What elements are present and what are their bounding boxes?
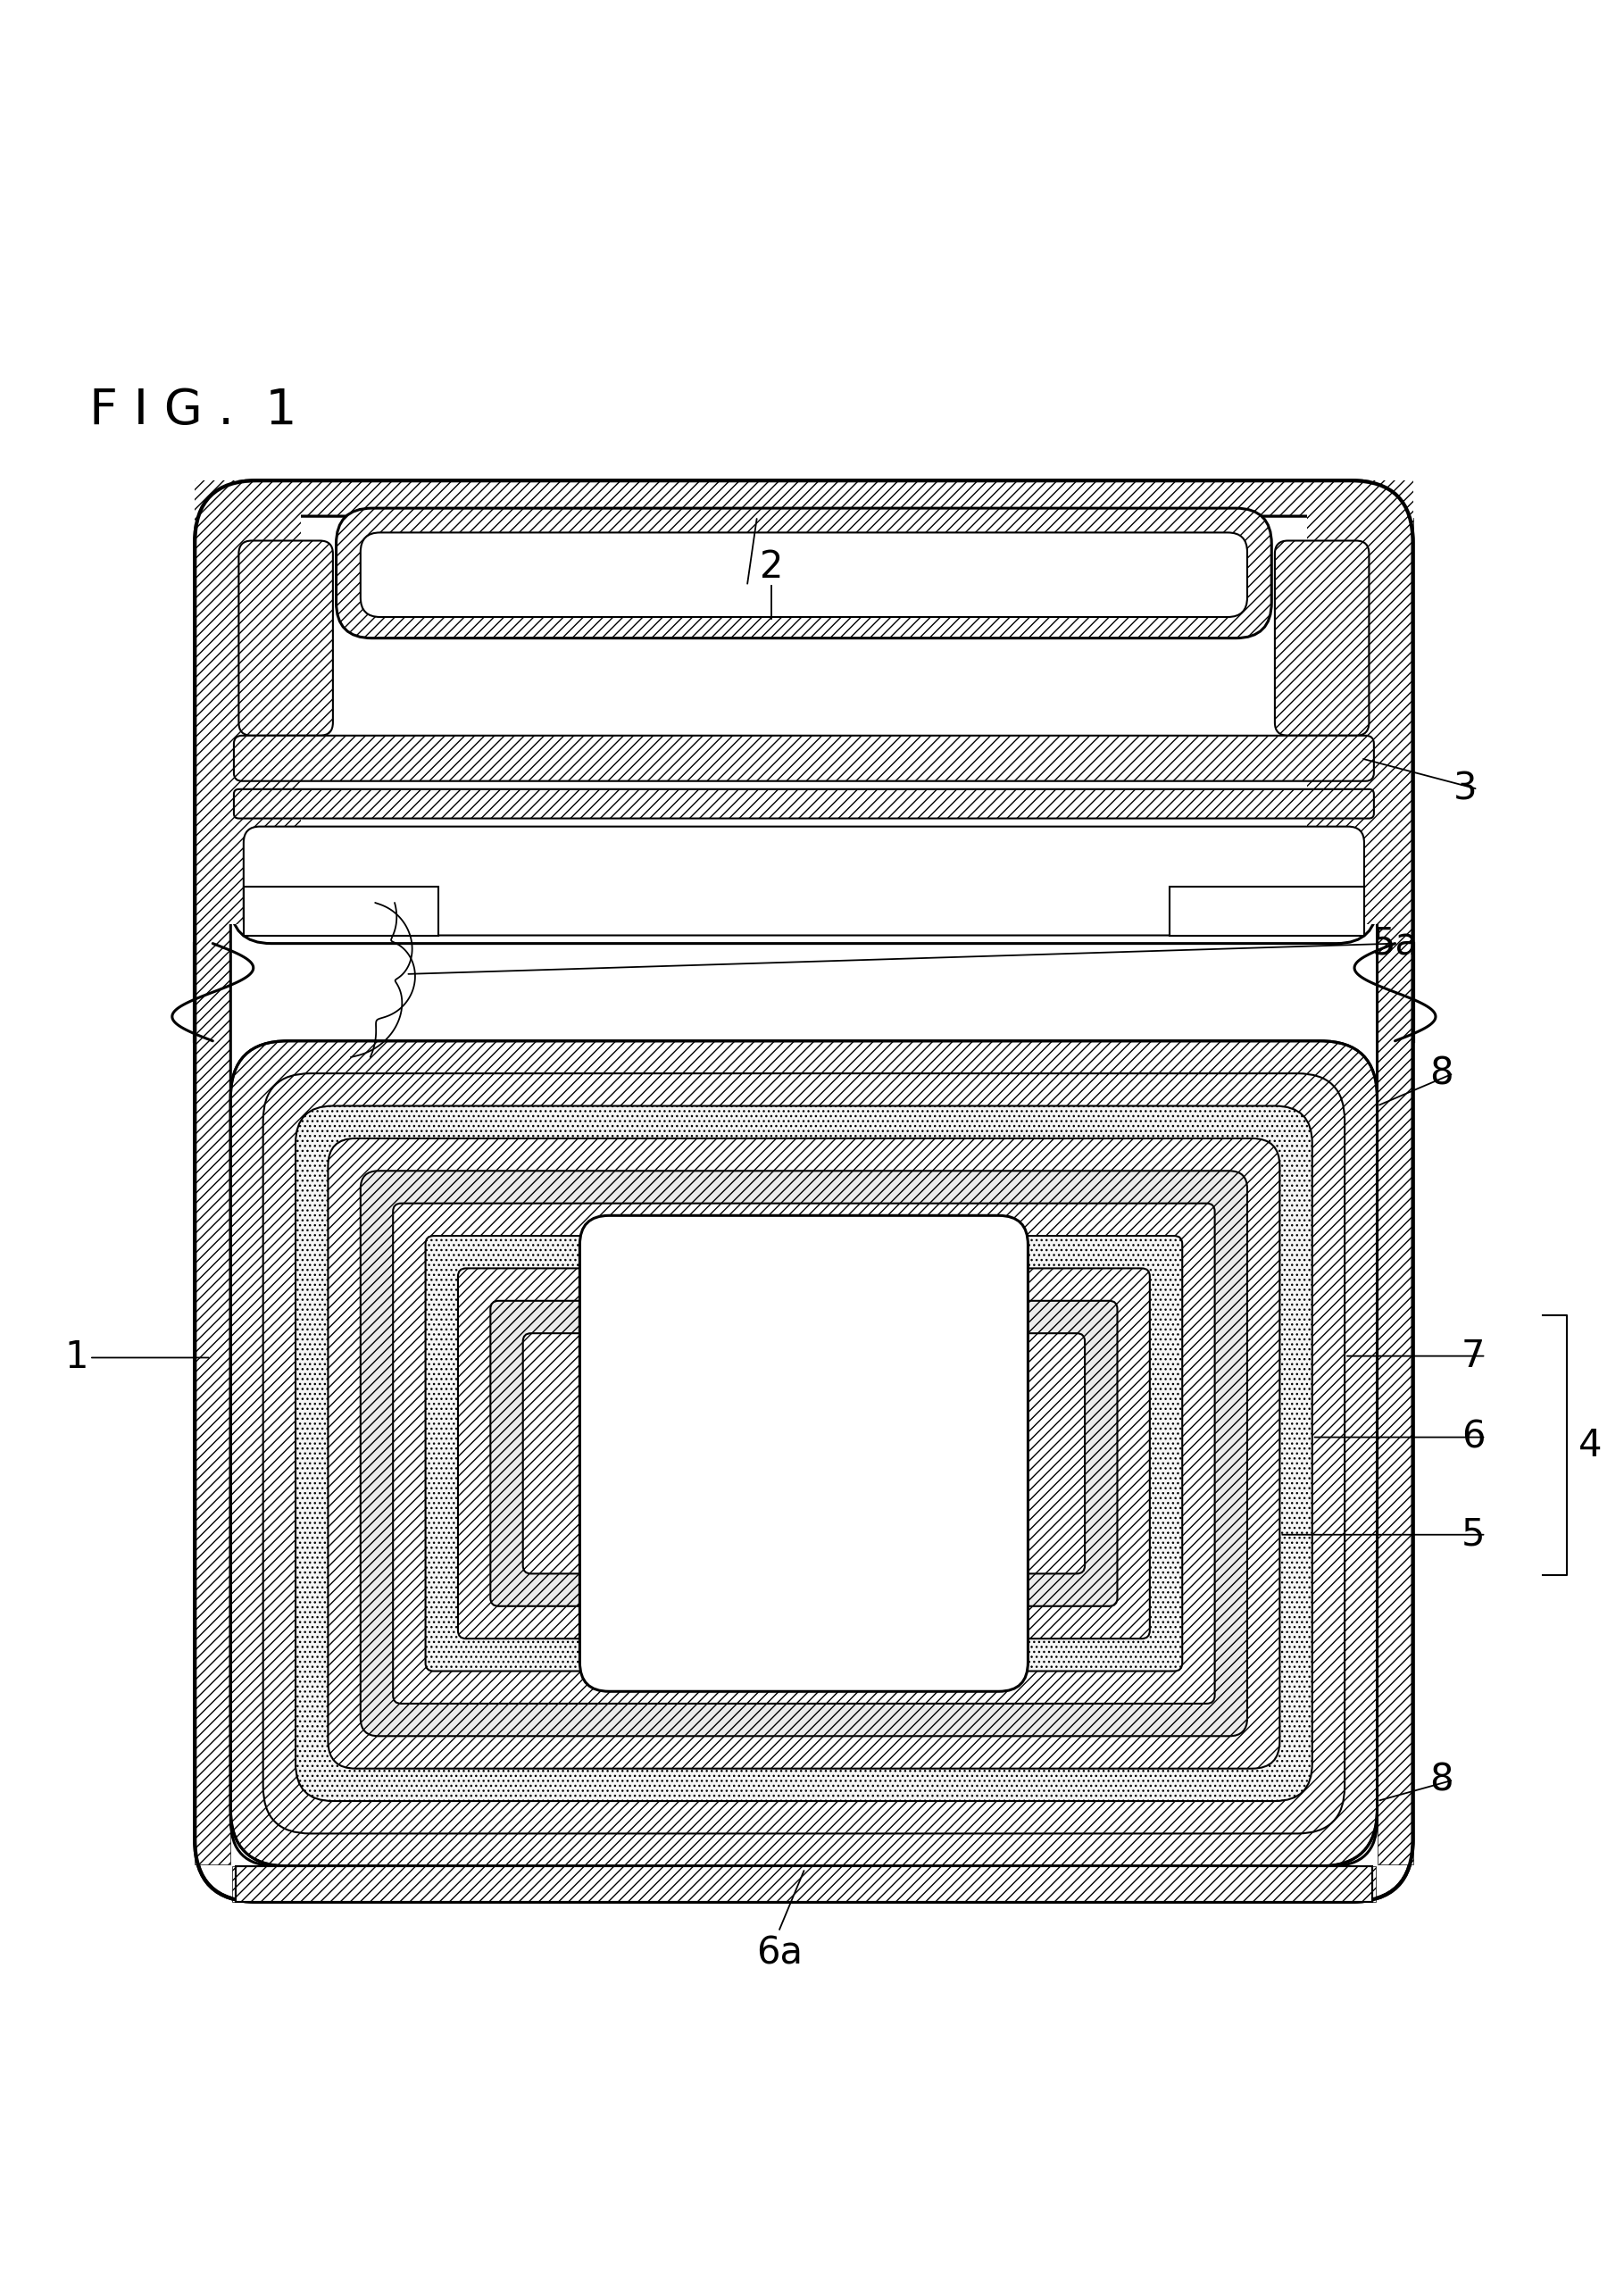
FancyBboxPatch shape <box>458 1268 1150 1639</box>
Text: 3: 3 <box>1453 770 1478 807</box>
FancyBboxPatch shape <box>1275 541 1369 736</box>
FancyBboxPatch shape <box>361 1172 1247 1736</box>
Bar <box>195 518 231 1864</box>
Bar <box>1169 887 1364 936</box>
FancyBboxPatch shape <box>393 1204 1215 1704</box>
FancyBboxPatch shape <box>234 789 1374 819</box>
Text: F I G .  1: F I G . 1 <box>89 388 297 436</box>
Text: 6: 6 <box>1462 1419 1486 1456</box>
Text: 4: 4 <box>1579 1426 1603 1465</box>
FancyBboxPatch shape <box>231 516 1377 1867</box>
Text: 5a: 5a <box>1372 924 1419 963</box>
Text: 1: 1 <box>65 1339 89 1376</box>
FancyBboxPatch shape <box>239 541 333 736</box>
Text: 8: 8 <box>1429 1761 1453 1798</box>
Text: 6a: 6a <box>757 1935 802 1972</box>
Text: 2: 2 <box>760 548 783 587</box>
FancyBboxPatch shape <box>361 532 1247 617</box>
FancyBboxPatch shape <box>234 736 1374 782</box>
FancyBboxPatch shape <box>231 1041 1377 1867</box>
FancyBboxPatch shape <box>490 1300 1117 1605</box>
Text: 7: 7 <box>1462 1337 1484 1376</box>
FancyBboxPatch shape <box>425 1236 1182 1672</box>
Bar <box>195 482 300 924</box>
Bar <box>235 1867 1372 1901</box>
Bar <box>232 482 1376 516</box>
Bar <box>244 887 438 936</box>
FancyBboxPatch shape <box>580 1215 1028 1692</box>
FancyBboxPatch shape <box>296 1105 1312 1800</box>
Bar <box>1307 482 1413 924</box>
FancyBboxPatch shape <box>523 1332 1085 1573</box>
Text: 8: 8 <box>1429 1055 1453 1091</box>
Bar <box>232 1867 1376 1901</box>
Text: 5: 5 <box>1462 1516 1486 1552</box>
FancyBboxPatch shape <box>244 825 1364 936</box>
FancyBboxPatch shape <box>328 1137 1280 1768</box>
FancyBboxPatch shape <box>231 516 1377 942</box>
FancyBboxPatch shape <box>263 1073 1345 1834</box>
Bar <box>235 1867 1372 1901</box>
Bar <box>1377 518 1413 1864</box>
FancyBboxPatch shape <box>195 482 1413 1901</box>
FancyBboxPatch shape <box>336 509 1272 637</box>
